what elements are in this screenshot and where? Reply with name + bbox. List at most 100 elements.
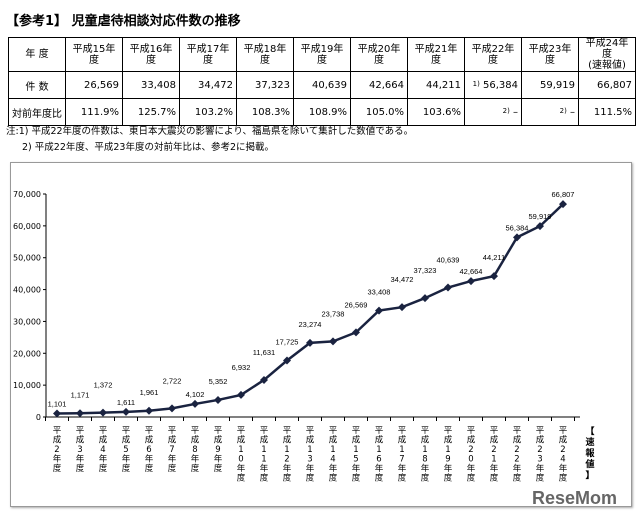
cell-text: 平成18年度 [243, 43, 287, 66]
cell-text: 対前年度比 [12, 108, 62, 120]
y-tick-label: 40,000 [13, 286, 41, 295]
ratio-cell: 2) – [521, 98, 579, 126]
data-label: 17,725 [276, 338, 299, 347]
x-tick-label-char: 2 [514, 445, 519, 455]
cell-text: 平成16年度 [129, 43, 173, 66]
x-tick-label-char: 年 [513, 463, 522, 474]
year-header: 平成22年度 [464, 37, 522, 72]
ratio-cell: 108.3% [236, 98, 294, 126]
x-tick-label-char: 度 [490, 473, 499, 484]
x-tick-label-char: 1 [399, 445, 404, 455]
x-tick-label-char: 1 [284, 445, 289, 455]
y-tick-label: 0 [36, 413, 41, 422]
x-tick-label-char: 平 [306, 426, 315, 436]
x-tick-label-char: 成 [444, 435, 453, 446]
x-tick-label-char: 1 [307, 445, 312, 455]
x-tick-label-char: 1 [330, 445, 335, 455]
x-tick-label-char: 年 [191, 454, 200, 465]
x-tick-label-char: 年 [559, 463, 568, 474]
x-tick-label-char: 成 [76, 435, 85, 446]
x-tick-label-char: 成 [467, 435, 476, 446]
cell-text: 40,639 [312, 79, 347, 91]
year-header: 平成18年度 [236, 37, 294, 72]
x-tick-label-char: 年 [260, 463, 269, 474]
x-note-char: 】 [585, 470, 594, 481]
x-tick-label-char: 成 [421, 435, 430, 446]
x-tick-label-char: 8 [422, 455, 427, 465]
cell-text: – [513, 106, 518, 118]
x-tick-label-char: 1 [353, 445, 358, 455]
year-header: 平成19年度 [293, 37, 351, 72]
x-tick-label-char: 平 [145, 426, 154, 436]
x-tick-label-char: 平 [467, 426, 476, 436]
year-header: 平成21年度 [407, 37, 465, 72]
data-label: 66,807 [552, 190, 575, 199]
x-tick-label-char: 成 [306, 435, 315, 446]
cell-text: 平成20年度 [357, 43, 401, 66]
cell-text: 105.0% [365, 106, 404, 118]
x-tick-label-char: 成 [536, 435, 545, 446]
x-tick-label-char: 平 [168, 426, 177, 436]
data-point [214, 395, 222, 404]
x-tick-label-char: 5 [353, 455, 358, 465]
x-tick-label-char: 年 [76, 454, 85, 465]
x-tick-label-char: 年 [145, 454, 154, 465]
data-label: 1,961 [140, 388, 159, 397]
x-tick-label-char: 成 [513, 435, 522, 446]
x-tick-label-char: 度 [99, 463, 108, 474]
x-tick-label-char: 度 [421, 473, 430, 484]
year-header: 平成24年度 (速報値) [578, 37, 636, 72]
x-tick-label-char: 度 [444, 473, 453, 484]
data-table: 年 度平成15年度 平成16年度 平成17年度 平成18年度 平成19年度 平成20年度平… [8, 37, 636, 126]
data-label: 40,639 [437, 256, 460, 265]
y-tick-label: 10,000 [13, 381, 41, 390]
x-tick-label-char: 1 [238, 445, 243, 455]
x-tick-label-char: 9 [215, 445, 220, 455]
x-tick-label-char: 2 [54, 445, 59, 455]
data-label: 1,171 [71, 390, 90, 399]
cell-text: 33,408 [141, 79, 176, 91]
x-tick-label-char: 1 [445, 445, 450, 455]
x-tick-label-char: 度 [122, 463, 131, 474]
x-tick-label-char: 平 [99, 426, 108, 436]
ratio-cell: 2) – [464, 98, 522, 126]
x-tick-label-char: 平 [191, 426, 200, 436]
x-tick-label-char: 度 [306, 473, 315, 484]
count-cell: 33,408 [122, 71, 180, 99]
cell-text: 125.7% [137, 106, 176, 118]
cell-text: 年 度 [25, 49, 49, 60]
data-label: 6,932 [232, 363, 251, 372]
cell-text: 66,807 [597, 79, 632, 91]
data-point [444, 283, 452, 292]
footnote-marker: 1) [472, 79, 480, 88]
x-tick-label-char: 3 [537, 455, 542, 465]
data-point [398, 303, 406, 312]
x-tick-label-char: 度 [352, 473, 361, 484]
x-tick-label-char: 5 [123, 445, 128, 455]
x-tick-label-char: 成 [214, 435, 223, 446]
x-tick-label-char: 平 [122, 426, 131, 436]
data-label: 44,211 [483, 253, 505, 262]
x-tick-label-char: 度 [329, 473, 338, 484]
footnote-marker: 2) [559, 106, 567, 115]
data-point [168, 404, 176, 413]
cell-text: 平成17年度 [186, 43, 230, 66]
data-point [329, 337, 337, 346]
x-tick-label-char: 平 [421, 426, 430, 436]
x-tick-label-char: 2 [284, 455, 289, 465]
x-tick-label-char: 2 [491, 445, 496, 455]
year-header: 平成15年度 [65, 37, 123, 72]
series-line [56, 203, 564, 415]
x-tick-label-char: 8 [192, 445, 197, 455]
data-label: 34,472 [391, 275, 414, 284]
y-tick-label: 20,000 [13, 349, 41, 358]
x-tick-label-char: 平 [490, 426, 499, 436]
cell-text: 平成21年度 [414, 43, 458, 66]
x-tick-label-char: 度 [467, 473, 476, 484]
x-tick-label-char: 平 [352, 426, 361, 436]
data-point [237, 390, 245, 399]
x-tick-label-char: 7 [169, 445, 174, 455]
x-tick-label-char: 成 [398, 435, 407, 446]
x-note-char: 【 [585, 426, 594, 437]
x-tick-label-char: 平 [283, 426, 292, 436]
